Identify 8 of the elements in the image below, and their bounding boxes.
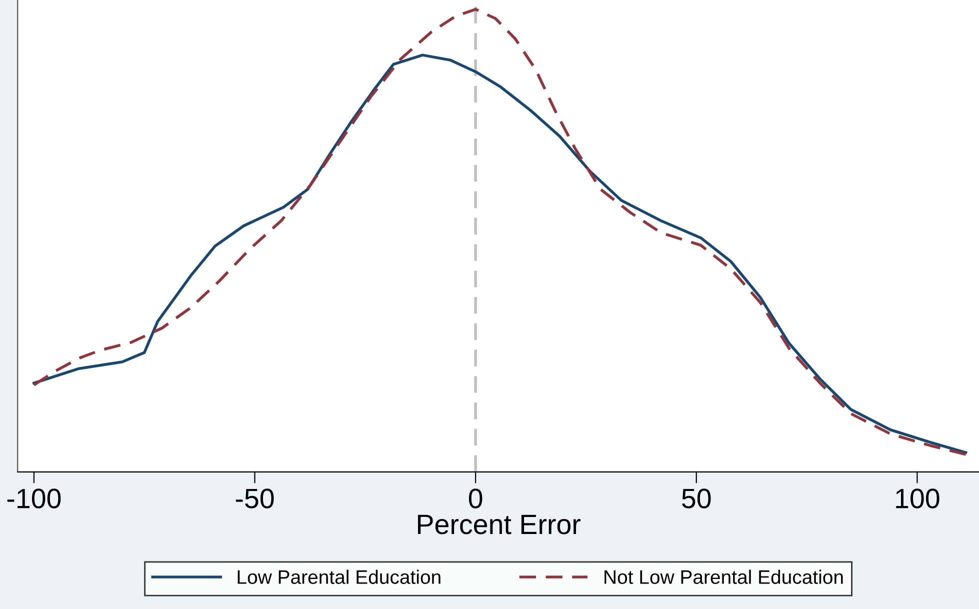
x-tick-label: -100 [7, 488, 61, 508]
x-tick-label: 100 [896, 488, 940, 508]
x-axis-title: Percent Error [418, 514, 580, 534]
legend-label: Not Low Parental Education [604, 570, 843, 584]
x-tick-label: -50 [236, 488, 274, 508]
x-tick-label: 0 [468, 488, 482, 508]
x-tick-label: 50 [682, 488, 711, 508]
legend-label: Low Parental Education [238, 570, 440, 584]
